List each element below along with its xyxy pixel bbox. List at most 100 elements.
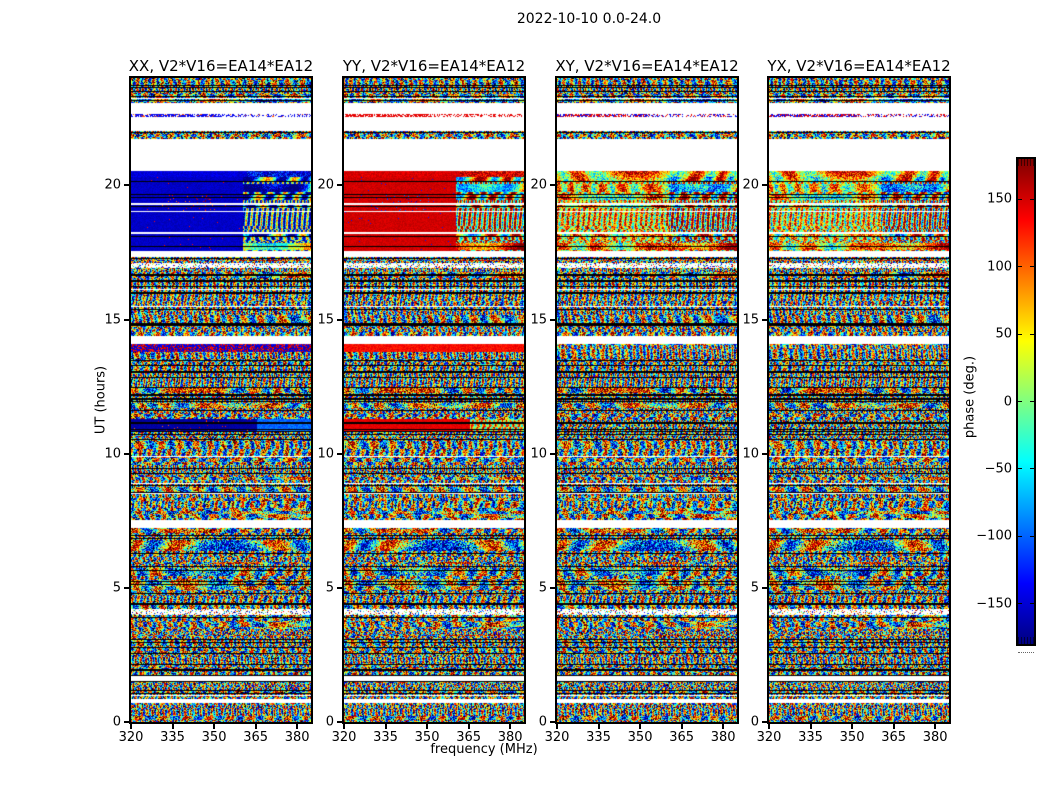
x-tick bbox=[934, 724, 937, 729]
colorbar-tick bbox=[1018, 198, 1022, 200]
colorbar-tick-label: −50 bbox=[984, 461, 1012, 477]
panel-title-XY: XY, V2*V16=EA14*EA12 bbox=[555, 57, 739, 75]
x-tick-label: 335 bbox=[373, 730, 398, 745]
y-tick bbox=[337, 184, 342, 187]
y-tick bbox=[124, 586, 129, 589]
x-tick bbox=[680, 724, 683, 729]
colorbar-tick bbox=[1018, 401, 1022, 402]
x-axis-label: frequency (MHz) bbox=[430, 742, 538, 757]
x-tick-label: 350 bbox=[627, 730, 653, 745]
y-tick bbox=[337, 586, 342, 589]
x-tick bbox=[213, 724, 216, 729]
colorbar-tick bbox=[1030, 401, 1034, 402]
colorbar-tick bbox=[1030, 535, 1034, 537]
y-tick-label: 20 bbox=[742, 177, 759, 193]
x-tick-label: 320 bbox=[544, 730, 570, 745]
x-tick-label: 350 bbox=[414, 730, 440, 745]
x-tick bbox=[467, 724, 470, 729]
colorbar-tick-label: 150 bbox=[987, 191, 1012, 207]
colorbar-tick-label: −100 bbox=[976, 528, 1012, 544]
y-tick-label: 15 bbox=[530, 312, 547, 327]
y-tick bbox=[124, 184, 129, 187]
x-tick bbox=[597, 724, 600, 729]
y-tick-label: 5 bbox=[538, 580, 547, 596]
y-tick bbox=[762, 586, 767, 589]
y-tick bbox=[124, 452, 129, 455]
x-tick-label: 350 bbox=[839, 730, 865, 745]
y-tick-label: 15 bbox=[104, 312, 121, 327]
x-tick-label: 380 bbox=[284, 730, 310, 745]
x-tick-label: 365 bbox=[243, 730, 269, 745]
y-tick-label: 15 bbox=[742, 312, 759, 327]
colorbar-tick bbox=[1018, 266, 1022, 268]
heatmap-canvas-XY bbox=[557, 78, 737, 722]
x-tick bbox=[296, 724, 299, 729]
x-tick bbox=[768, 724, 770, 729]
y-tick-label: 10 bbox=[104, 446, 121, 462]
x-tick-label: 335 bbox=[586, 730, 611, 745]
y-tick bbox=[550, 721, 555, 723]
x-tick bbox=[639, 724, 642, 729]
y-tick-label: 10 bbox=[317, 446, 334, 462]
colorbar-tick bbox=[1018, 535, 1022, 537]
x-tick bbox=[556, 724, 558, 729]
colorbar-top-hatch bbox=[1018, 159, 1034, 166]
x-tick-label: 350 bbox=[201, 730, 227, 745]
colorbar-tick-label: 100 bbox=[987, 259, 1012, 275]
y-tick-label: 20 bbox=[104, 177, 121, 193]
y-tick-label: 10 bbox=[742, 446, 759, 462]
y-tick-label: 5 bbox=[325, 580, 334, 596]
y-tick bbox=[762, 721, 767, 723]
colorbar-tick-label: −150 bbox=[976, 596, 1012, 612]
heatmap-canvas-YX bbox=[769, 78, 949, 722]
y-tick bbox=[550, 318, 555, 321]
x-tick bbox=[722, 724, 725, 729]
heatmap-canvas-XX bbox=[131, 78, 311, 722]
x-tick bbox=[384, 724, 387, 729]
x-tick-label: 380 bbox=[710, 730, 736, 745]
panel-title-YY: YY, V2*V16=EA14*EA12 bbox=[342, 57, 526, 75]
y-tick-label: 10 bbox=[530, 446, 547, 462]
colorbar-tick bbox=[1030, 468, 1034, 470]
x-tick-label: 380 bbox=[922, 730, 948, 745]
x-tick bbox=[892, 724, 895, 729]
colorbar-bottom-hatch bbox=[1018, 637, 1034, 644]
x-tick-label: 365 bbox=[669, 730, 695, 745]
y-tick bbox=[550, 586, 555, 589]
x-tick bbox=[343, 724, 345, 729]
x-tick-label: 365 bbox=[456, 730, 482, 745]
panel-title-XX: XX, V2*V16=EA14*EA12 bbox=[128, 57, 314, 75]
y-tick bbox=[337, 721, 342, 723]
y-tick-label: 5 bbox=[750, 580, 759, 596]
colorbar-tick bbox=[1018, 603, 1022, 605]
x-tick-label: 320 bbox=[118, 730, 144, 745]
panel-title-YX: YX, V2*V16=EA14*EA12 bbox=[767, 57, 951, 75]
y-axis-label: UT (hours) bbox=[93, 365, 109, 435]
colorbar-tick bbox=[1030, 266, 1034, 268]
y-tick bbox=[337, 318, 342, 321]
x-tick-label: 320 bbox=[756, 730, 782, 745]
y-tick-label: 0 bbox=[112, 714, 121, 730]
y-tick-label: 0 bbox=[538, 714, 547, 730]
y-tick-label: 0 bbox=[750, 714, 759, 730]
y-tick bbox=[337, 452, 342, 455]
x-tick-label: 380 bbox=[497, 730, 523, 745]
colorbar-dotted-edge bbox=[1018, 652, 1034, 653]
x-tick-label: 365 bbox=[881, 730, 907, 745]
x-tick-label: 320 bbox=[331, 730, 357, 745]
colorbar-tick-label: 50 bbox=[995, 326, 1012, 342]
y-tick bbox=[762, 452, 767, 455]
x-tick bbox=[254, 724, 257, 729]
x-tick bbox=[426, 724, 429, 729]
colorbar-tick bbox=[1030, 198, 1034, 200]
y-tick bbox=[124, 721, 129, 723]
y-tick-label: 0 bbox=[325, 714, 334, 730]
colorbar-gradient bbox=[1018, 159, 1034, 644]
x-tick bbox=[809, 724, 812, 729]
x-tick bbox=[130, 724, 132, 729]
colorbar-tick bbox=[1030, 603, 1034, 605]
colorbar-tick bbox=[1018, 468, 1022, 470]
y-tick bbox=[550, 452, 555, 455]
y-tick bbox=[124, 318, 129, 321]
colorbar-tick-label: 0 bbox=[1003, 394, 1012, 409]
